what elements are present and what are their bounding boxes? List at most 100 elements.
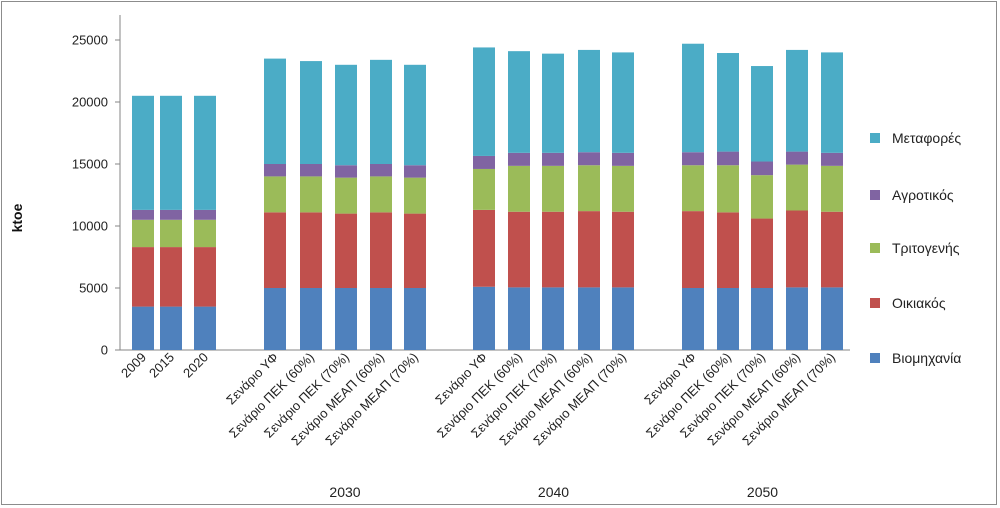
y-tick-label: 20000: [72, 95, 108, 110]
bar-segment: [473, 209, 495, 287]
bar-segment: [160, 95, 182, 210]
group-label: 2030: [329, 484, 360, 500]
bar-segment: [508, 211, 530, 288]
bar-segment: [786, 164, 808, 211]
group-label: 2040: [538, 484, 569, 500]
bar-segment: [612, 152, 634, 166]
bar-segment: [612, 287, 634, 350]
y-tick-label: 25000: [72, 33, 108, 48]
legend-label: Τριτογενής: [892, 240, 960, 256]
bar-segment: [404, 288, 426, 350]
bar-segment: [335, 288, 357, 350]
bar-segment: [300, 164, 322, 177]
bar-segment: [542, 287, 564, 350]
bar-segment: [821, 211, 843, 288]
bar-segment: [821, 152, 843, 166]
bar-segment: [612, 211, 634, 288]
bar-segment: [717, 151, 739, 166]
bar-segment: [542, 53, 564, 153]
bar-segment: [132, 95, 154, 210]
bar-segment: [194, 247, 216, 307]
bar-segment: [821, 52, 843, 153]
y-tick-label: 5000: [79, 281, 108, 296]
bar-segment: [786, 49, 808, 152]
bar-segment: [612, 52, 634, 153]
bar-segment: [264, 164, 286, 177]
bar-segment: [132, 247, 154, 307]
bar-segment: [751, 175, 773, 219]
bar-segment: [682, 152, 704, 166]
bar-segment: [132, 306, 154, 350]
x-tick-label: 2015: [146, 350, 177, 381]
bar-segment: [160, 306, 182, 350]
bar-segment: [682, 165, 704, 212]
bar-segment: [682, 211, 704, 288]
x-tick-label: 2020: [180, 350, 211, 381]
bar-segment: [404, 165, 426, 178]
bar-segment: [370, 164, 392, 177]
legend-swatch: [870, 190, 880, 200]
bar-segment: [717, 212, 739, 288]
bar-segment: [508, 165, 530, 212]
bar-segment: [264, 288, 286, 350]
bar-segment: [578, 287, 600, 350]
y-tick-label: 15000: [72, 157, 108, 172]
bar-segment: [404, 177, 426, 214]
legend-swatch: [870, 353, 880, 363]
bar-segment: [786, 151, 808, 165]
bar-segment: [160, 219, 182, 248]
bar-segment: [751, 218, 773, 288]
bar-segment: [404, 213, 426, 288]
bar-segment: [612, 165, 634, 212]
bars: [132, 43, 843, 350]
bar-segment: [786, 287, 808, 350]
bar-segment: [542, 211, 564, 288]
bar-segment: [682, 43, 704, 153]
bar-segment: [300, 288, 322, 350]
bar-segment: [300, 176, 322, 213]
group-label: 2050: [747, 484, 778, 500]
bar-segment: [751, 66, 773, 162]
bar-segment: [300, 61, 322, 164]
bar-segment: [194, 209, 216, 220]
bar-segment: [473, 286, 495, 350]
bar-segment: [370, 176, 392, 213]
bar-segment: [542, 165, 564, 212]
bar-segment: [578, 165, 600, 212]
bar-segment: [786, 210, 808, 288]
bar-segment: [473, 168, 495, 210]
bar-segment: [335, 165, 357, 178]
bar-segment: [132, 219, 154, 248]
y-tick-label: 10000: [72, 219, 108, 234]
bar-segment: [335, 213, 357, 288]
bar-segment: [335, 64, 357, 166]
legend: Μεταφορές Αγροτικός Τριτογενής Οικιακός Βιομ…: [870, 130, 961, 366]
bar-segment: [160, 247, 182, 307]
bar-segment: [717, 165, 739, 213]
bar-segment: [751, 161, 773, 176]
bar-segment: [335, 177, 357, 214]
bar-segment: [264, 176, 286, 213]
bar-segment: [264, 58, 286, 164]
bar-segment: [717, 288, 739, 350]
bar-segment: [542, 152, 564, 166]
bar-segment: [578, 49, 600, 153]
legend-label: Βιομηχανία: [892, 350, 961, 366]
bar-segment: [194, 95, 216, 210]
y-tick-label: 0: [101, 343, 108, 358]
legend-swatch: [870, 133, 880, 143]
y-axis-label: ktoe: [9, 203, 25, 232]
bar-segment: [370, 288, 392, 350]
group-labels: 2030 2040 2050: [329, 484, 778, 500]
bar-segment: [132, 209, 154, 220]
legend-label: Μεταφορές: [892, 130, 961, 146]
bar-segment: [264, 212, 286, 288]
bar-segment: [751, 288, 773, 350]
bar-segment: [194, 306, 216, 350]
bar-segment: [682, 288, 704, 350]
bar-segment: [508, 152, 530, 166]
bar-segment: [717, 53, 739, 152]
legend-label: Αγροτικός: [892, 187, 954, 203]
